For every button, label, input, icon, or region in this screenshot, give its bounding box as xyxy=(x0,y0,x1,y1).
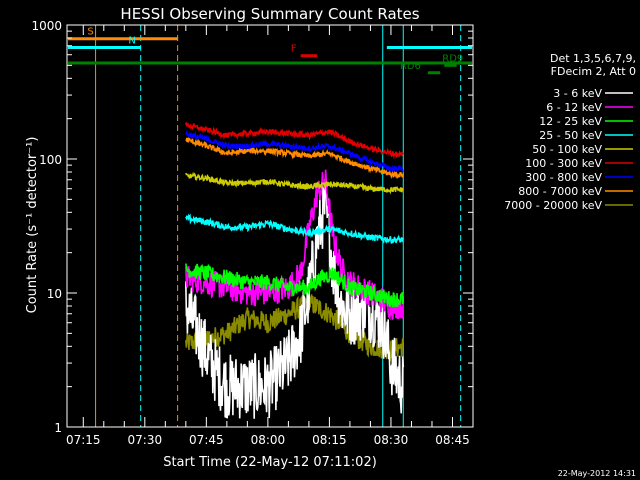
x-tick-label: 07:45 xyxy=(189,433,224,447)
x-tick-label: 08:00 xyxy=(251,433,286,447)
legend-label: 100 - 300 keV xyxy=(525,157,602,170)
legend: Det 1,3,5,6,7,9,FDecim 2, Att 0 3 - 6 keV… xyxy=(504,52,636,212)
flag-label: RD6 xyxy=(400,61,421,72)
legend-label: 12 - 25 keV xyxy=(539,115,602,128)
x-axis-label: Start Time (22-May-12 07:11:02) xyxy=(163,455,377,470)
series-line xyxy=(185,294,405,362)
series-line xyxy=(185,263,405,308)
x-tick-label: 07:15 xyxy=(66,433,101,447)
flag-label: S xyxy=(87,27,93,38)
x-tick-label: 08:15 xyxy=(312,433,347,447)
legend-label: 800 - 7000 keV xyxy=(518,185,602,198)
plot-frame xyxy=(66,24,474,428)
y-tick-label: 1 xyxy=(54,421,62,435)
plot-area: S N F RD9 RD6 xyxy=(68,25,472,427)
legend-header: FDecim 2, Att 0 xyxy=(551,65,636,78)
chart-title: HESSI Observing Summary Count Rates xyxy=(120,5,419,23)
series-line xyxy=(185,171,404,195)
series-line xyxy=(185,136,405,180)
x-tick-label: 08:30 xyxy=(374,433,409,447)
flag-label: F xyxy=(291,44,297,55)
series-line xyxy=(185,129,404,173)
legend-label: 300 - 800 keV xyxy=(525,171,602,184)
legend-label: 50 - 100 keV xyxy=(532,143,602,156)
series-line xyxy=(185,213,405,245)
y-tick-label: 1000 xyxy=(31,19,62,33)
y-axis-label: Count Rate (s⁻¹ detector⁻¹) xyxy=(25,137,40,314)
axes: 1 10 100 1000 07:15 07:30 07:45 08:00 08:15 08:30… xyxy=(31,19,474,447)
y-tick-label: 10 xyxy=(47,287,62,301)
legend-label: 7000 - 20000 keV xyxy=(504,199,602,212)
flag-label: N xyxy=(128,35,135,46)
legend-label: 3 - 6 keV xyxy=(553,87,602,100)
legend-header: Det 1,3,5,6,7,9, xyxy=(550,52,636,65)
series-line xyxy=(185,122,404,160)
y-tick-label: 100 xyxy=(39,153,62,167)
x-tick-label: 08:45 xyxy=(435,433,470,447)
legend-label: 25 - 50 keV xyxy=(539,129,602,142)
legend-label: 6 - 12 keV xyxy=(546,101,602,114)
x-tick-label: 07:30 xyxy=(128,433,163,447)
footer-date: 22-May-2012 14:31 xyxy=(558,469,636,478)
flag-label: RD9 xyxy=(442,53,463,64)
